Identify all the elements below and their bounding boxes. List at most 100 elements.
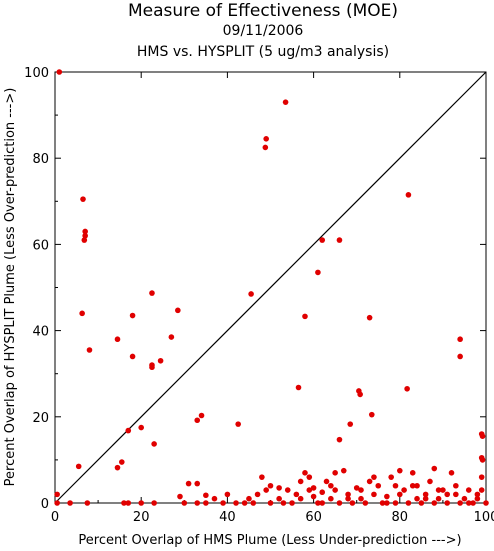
data-point xyxy=(233,500,239,506)
data-point xyxy=(289,500,295,506)
data-point xyxy=(422,495,429,502)
data-point xyxy=(392,482,399,489)
data-point xyxy=(465,487,472,493)
data-point xyxy=(297,478,304,485)
data-point xyxy=(435,495,442,502)
data-point xyxy=(479,457,486,463)
data-point xyxy=(435,487,442,493)
chart-date: 09/11/2006 xyxy=(223,23,304,39)
data-point xyxy=(371,474,377,480)
x-tick-label: 20 xyxy=(133,510,150,525)
data-point xyxy=(262,144,269,151)
data-point xyxy=(453,482,459,489)
one-to-one-line xyxy=(54,71,487,504)
chart-analysis-subtitle: HMS vs. HYSPLIT (5 ug/m3 analysis) xyxy=(137,44,389,60)
y-tick-label: 80 xyxy=(32,152,49,167)
data-point xyxy=(357,391,363,398)
data-point xyxy=(181,500,188,506)
data-point xyxy=(125,427,132,434)
data-point xyxy=(276,485,282,491)
data-point xyxy=(80,196,86,202)
data-point xyxy=(81,237,88,243)
data-point xyxy=(79,310,85,317)
data-point xyxy=(315,269,321,276)
data-point xyxy=(276,495,282,502)
data-point xyxy=(302,470,308,476)
data-point xyxy=(263,136,269,142)
data-point xyxy=(414,482,420,489)
data-point xyxy=(211,495,218,502)
data-point xyxy=(306,487,313,493)
data-point xyxy=(388,474,394,480)
data-point xyxy=(54,500,60,506)
data-point xyxy=(119,459,125,465)
data-point xyxy=(384,493,390,500)
data-point xyxy=(457,500,463,506)
data-point xyxy=(366,314,373,321)
data-point xyxy=(297,495,304,502)
data-point xyxy=(414,495,420,502)
data-point xyxy=(319,237,326,243)
data-point xyxy=(149,364,155,371)
data-point xyxy=(198,412,205,419)
data-point xyxy=(149,290,155,296)
y-axis-label: Percent Overlap of HYSPLIT Plume (Less O… xyxy=(3,88,18,487)
data-point xyxy=(151,441,157,447)
data-point xyxy=(138,500,144,506)
data-point xyxy=(336,436,343,443)
data-point xyxy=(323,478,330,485)
data-point xyxy=(349,500,356,506)
data-point xyxy=(366,478,373,485)
data-point xyxy=(431,465,438,472)
data-point xyxy=(368,411,375,418)
data-point xyxy=(474,495,481,502)
x-axis-label: Percent Overlap of HMS Plume (Less Under… xyxy=(78,533,461,548)
x-tick-label: 40 xyxy=(219,510,236,525)
data-point xyxy=(263,487,269,493)
data-point xyxy=(418,500,425,506)
data-point xyxy=(332,487,338,493)
data-point xyxy=(457,353,463,360)
data-point xyxy=(84,500,91,506)
data-point xyxy=(319,500,326,506)
data-point xyxy=(336,500,343,506)
data-point xyxy=(431,500,438,506)
data-point xyxy=(254,491,261,498)
data-point xyxy=(168,334,175,340)
data-point xyxy=(302,313,308,320)
data-point xyxy=(121,500,127,506)
data-point xyxy=(259,474,265,480)
data-point xyxy=(282,99,289,105)
data-point xyxy=(194,500,201,506)
data-point xyxy=(353,485,360,491)
x-tick-label: 80 xyxy=(392,510,409,525)
x-tick-label: 60 xyxy=(305,510,322,525)
data-points xyxy=(54,69,489,506)
data-point xyxy=(267,482,274,489)
data-point xyxy=(67,500,73,506)
data-point xyxy=(409,482,416,489)
x-tick-label: 0 xyxy=(51,510,59,525)
data-point xyxy=(483,500,489,506)
data-point xyxy=(319,489,326,496)
y-tick-label: 0 xyxy=(41,497,49,512)
data-point xyxy=(86,347,93,353)
data-point xyxy=(478,474,485,480)
data-point xyxy=(405,192,412,198)
data-point xyxy=(379,500,386,506)
data-point xyxy=(479,433,486,439)
data-point xyxy=(284,487,291,493)
data-point xyxy=(125,500,132,506)
data-point xyxy=(82,232,88,239)
data-point xyxy=(203,500,209,506)
data-point xyxy=(358,487,364,493)
data-point xyxy=(280,500,287,506)
data-point xyxy=(345,495,351,502)
data-point xyxy=(315,500,321,506)
data-point xyxy=(427,478,433,485)
data-point xyxy=(336,237,343,243)
diagonal-line xyxy=(54,71,487,504)
data-point xyxy=(75,463,82,470)
data-point xyxy=(295,384,302,391)
data-point xyxy=(235,421,241,427)
